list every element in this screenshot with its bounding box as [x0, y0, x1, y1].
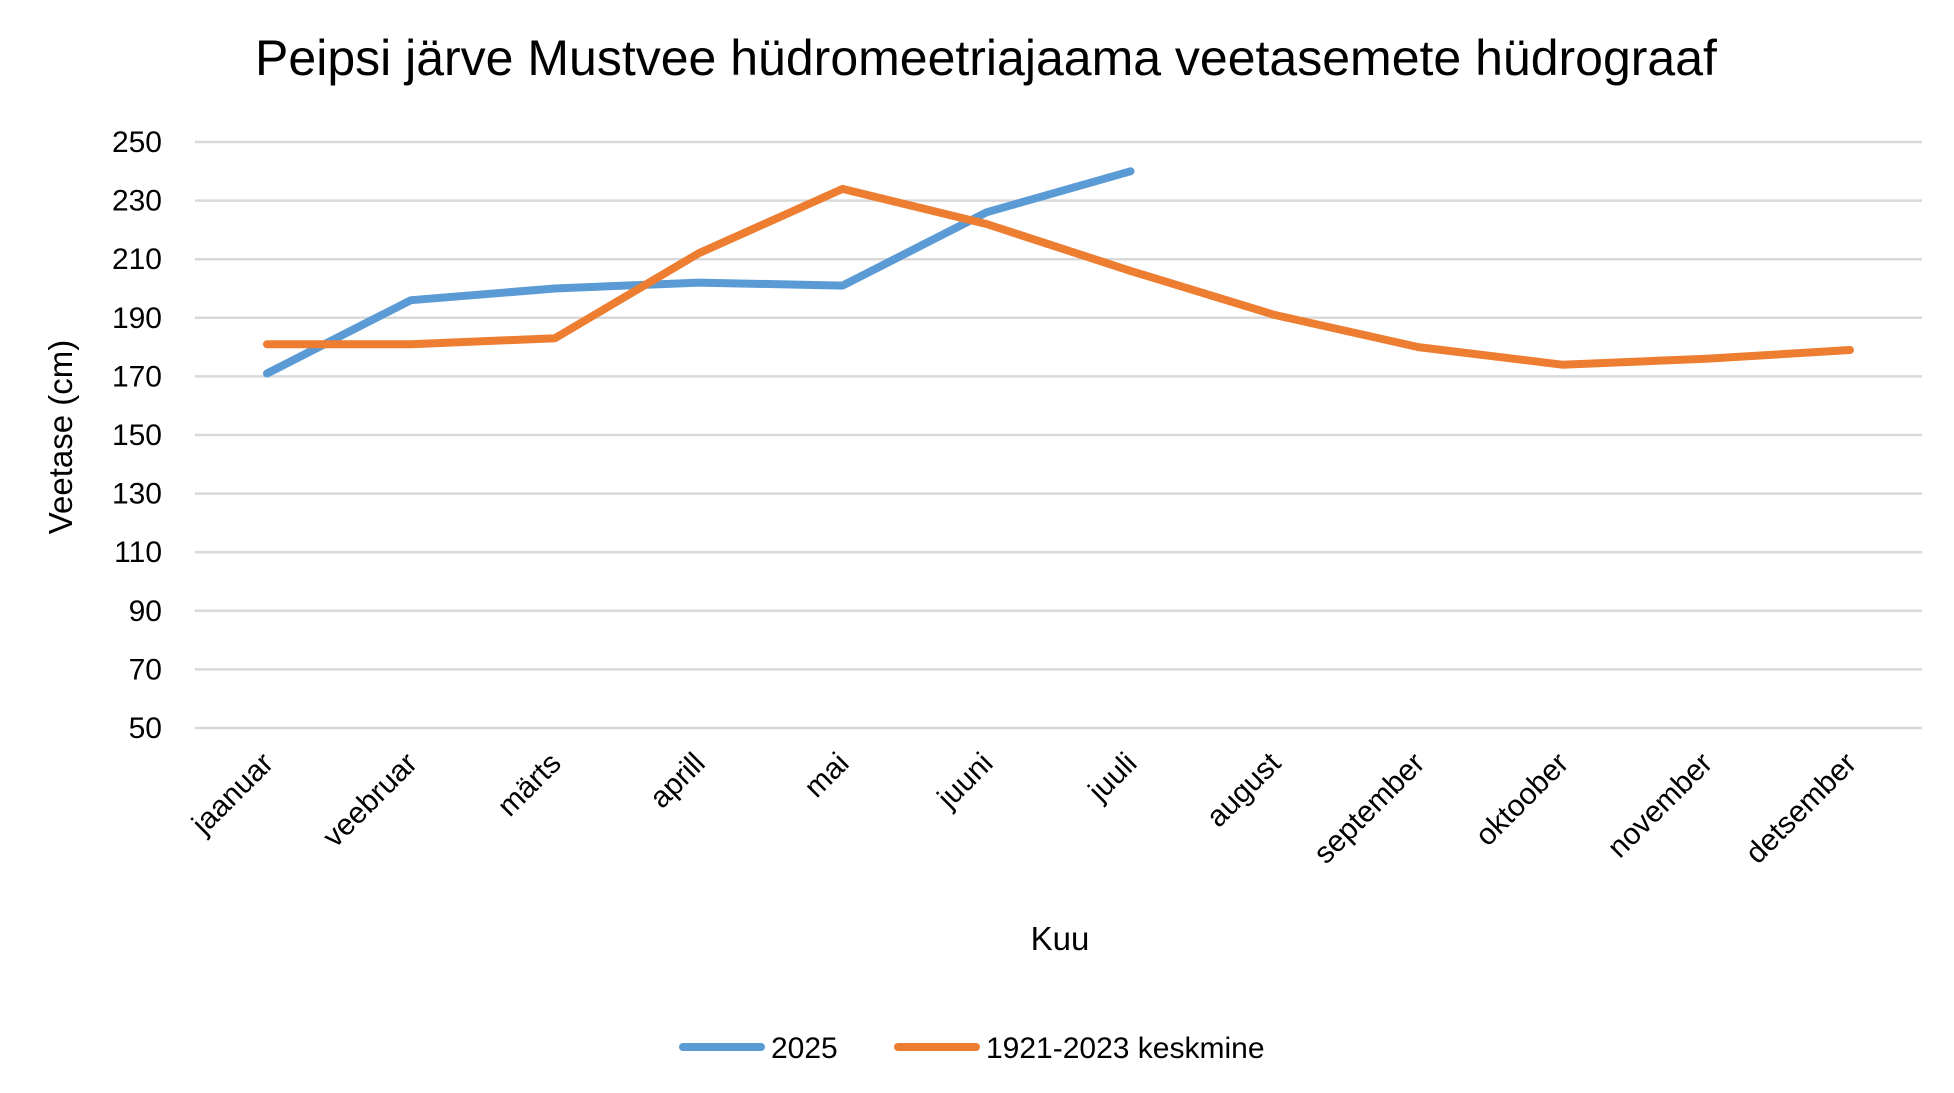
x-tick-label: november: [1601, 747, 1719, 865]
series-line-1: [263, 184, 1854, 369]
x-tick-label: september: [1308, 747, 1432, 871]
legend-label-1: 1921-2023 keskmine: [986, 1032, 1265, 1065]
y-tick-label: 130: [112, 478, 162, 511]
y-tick-label: 110: [114, 536, 162, 569]
x-tick-label: juuli: [1082, 747, 1144, 809]
y-tick-label: 230: [112, 185, 162, 218]
y-tick-label: 90: [129, 595, 162, 628]
legend-label-0: 2025: [771, 1032, 838, 1065]
x-tick-label: mai: [798, 747, 856, 805]
series-line-0: [263, 167, 1135, 378]
legend: 2025 1921-2023 keskmine: [679, 1032, 1265, 1065]
series-lines: [263, 167, 1854, 378]
y-tick-label: 70: [129, 653, 162, 686]
x-axis-title: Kuu: [1031, 920, 1090, 957]
x-tick-label: märts: [491, 747, 567, 823]
x-tick-label: veebruar: [317, 747, 424, 854]
y-axis-ticks: 50 70 90 110 130 150 170 190 210 230 250: [112, 126, 162, 745]
y-tick-label: 250: [112, 126, 162, 159]
chart-title: Peipsi järve Mustvee hüdromeetriajaama v…: [255, 30, 1717, 86]
y-tick-label: 190: [112, 302, 162, 335]
x-tick-label: juuni: [931, 747, 1000, 816]
y-tick-label: 150: [112, 419, 162, 452]
x-tick-label: aprill: [644, 747, 712, 815]
x-tick-label: detsember: [1739, 747, 1863, 871]
x-tick-label: jaanuar: [185, 747, 280, 842]
y-axis-title: Veetase (cm): [42, 340, 79, 534]
gridlines: [195, 140, 1922, 730]
x-axis-ticks: jaanuar veebruar märts aprill mai juuni juuli a…: [185, 746, 1863, 870]
x-tick-label: august: [1200, 746, 1287, 833]
y-tick-label: 50: [129, 712, 162, 745]
y-tick-label: 210: [112, 243, 162, 276]
x-tick-label: oktoober: [1469, 747, 1575, 853]
y-tick-label: 170: [112, 360, 162, 393]
